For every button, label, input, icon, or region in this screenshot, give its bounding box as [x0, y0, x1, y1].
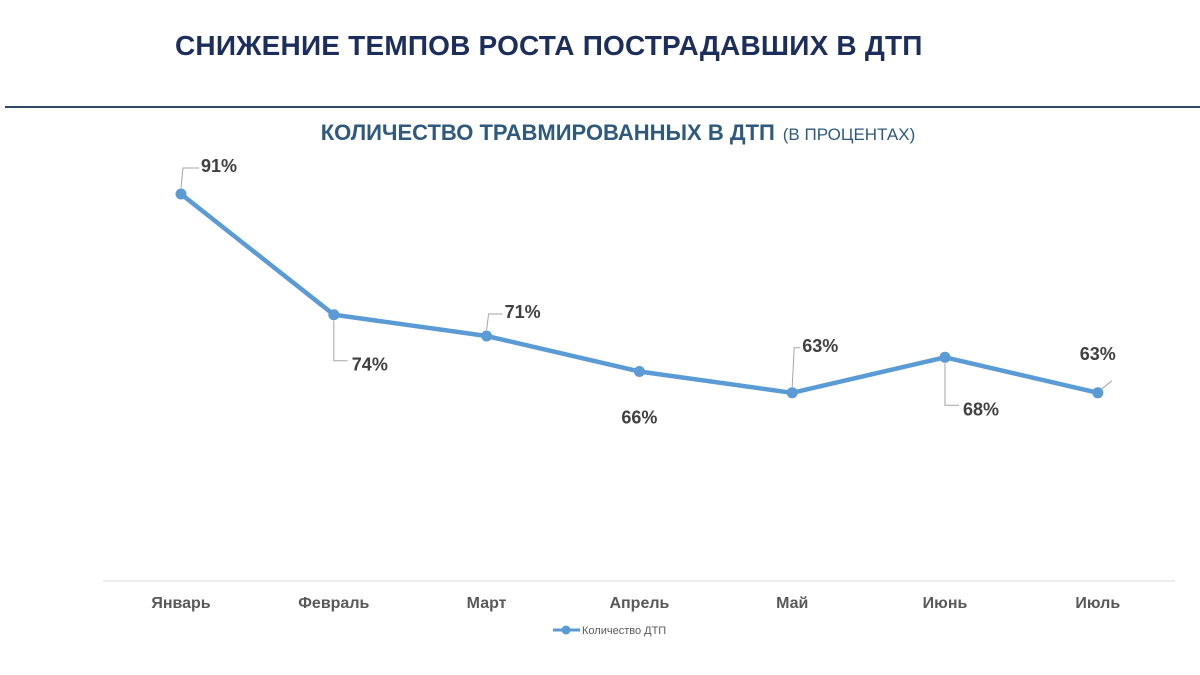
- data-label-leader: [1101, 380, 1113, 390]
- data-point: [328, 309, 340, 321]
- x-tick-label: Февраль: [298, 595, 369, 612]
- x-tick-label: Июль: [1075, 595, 1120, 612]
- data-label: 74%: [352, 355, 388, 375]
- title-divider: [5, 106, 1200, 108]
- x-tick-label: Апрель: [609, 595, 669, 612]
- data-label: 63%: [1080, 344, 1116, 364]
- data-label-leader: [486, 313, 503, 331]
- legend-label: Количество ДТП: [582, 625, 666, 637]
- data-point: [939, 351, 951, 363]
- x-tick-label: Июнь: [923, 595, 968, 612]
- slide-title: СНИЖЕНИЕ ТЕМПОВ РОСТА ПОСТРАДАВШИХ В ДТП: [175, 30, 923, 61]
- data-label: 68%: [963, 399, 999, 419]
- data-label-leader: [944, 363, 959, 406]
- data-point: [175, 188, 187, 200]
- chart-legend: Количество ДТП: [553, 625, 666, 637]
- chart-title-main: КОЛИЧЕСТВО ТРАВМИРОВАННЫХ В ДТП: [321, 120, 775, 145]
- data-label: 71%: [505, 302, 541, 322]
- data-label-leader: [791, 347, 801, 387]
- x-tick-label: Март: [467, 595, 507, 612]
- data-label: 63%: [802, 336, 838, 356]
- data-label-leader: [180, 167, 199, 189]
- data-label-leader: [333, 320, 348, 362]
- x-tick-label: Январь: [151, 595, 210, 612]
- series-line: [178, 191, 1101, 396]
- chart-title-subtitle: (В ПРОЦЕНТАХ): [783, 125, 915, 144]
- data-label: 91%: [201, 156, 237, 176]
- data-label: 66%: [621, 408, 657, 428]
- data-point: [1092, 387, 1104, 399]
- data-point: [633, 366, 645, 377]
- data-point: [481, 330, 493, 342]
- chart-plot-area: Январь Февраль Март Апрель Май Июнь Июль 91% 74%…: [151, 156, 1120, 612]
- chart-title: КОЛИЧЕСТВО ТРАВМИРОВАННЫХ В ДТП (В ПРОЦЕН…: [321, 120, 916, 145]
- legend-point-marker: [561, 625, 571, 635]
- x-tick-label: Май: [776, 595, 808, 612]
- data-point: [786, 387, 798, 399]
